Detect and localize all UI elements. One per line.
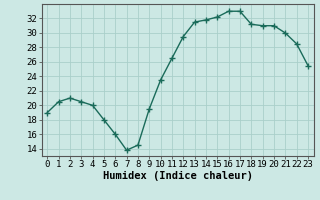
X-axis label: Humidex (Indice chaleur): Humidex (Indice chaleur): [103, 171, 252, 181]
